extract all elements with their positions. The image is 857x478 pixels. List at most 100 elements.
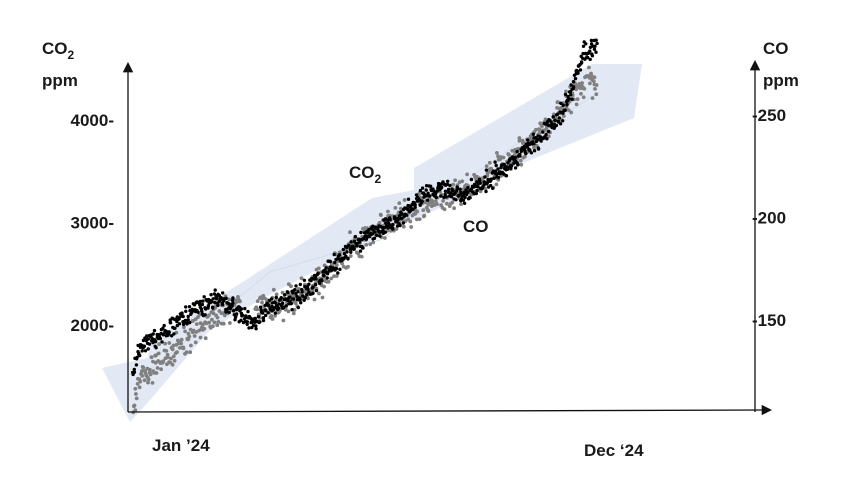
co-point [524,151,528,156]
co2-point [320,295,325,300]
right-tick-label: -200 [752,209,786,228]
co-point [439,194,443,198]
co2-point [142,378,147,383]
co-point [579,60,584,64]
co-point [391,222,395,227]
co-point [451,189,455,193]
co-point [134,363,139,367]
co2-point [187,334,192,339]
co-point [559,101,563,106]
co2-point [149,355,154,360]
co-point [586,55,590,60]
co2-point [236,295,240,299]
co2-point [465,172,469,177]
co2-point [517,138,522,143]
co-point [444,195,448,199]
co2-point [179,341,184,346]
co2-point [170,347,175,352]
co-point [418,188,423,193]
co-point [458,187,462,191]
co2-point [137,385,142,390]
co-point [284,304,288,308]
co-point [595,41,599,46]
co2-point [273,313,277,318]
co-point [474,191,478,196]
co-point [493,169,498,173]
co2-point [417,217,422,222]
co-point [568,90,573,94]
co-point [496,175,501,180]
co-point [413,205,417,210]
co2-point [293,301,298,306]
co-point [277,306,281,310]
co-point [227,310,231,315]
co-point [214,297,219,301]
co2-point [202,326,207,331]
co-point [539,139,543,143]
co-point [398,223,402,228]
co-point [466,186,470,190]
x-axis [127,404,773,416]
co-point [261,316,266,320]
co2-point [312,297,317,302]
right-axis-unit: ppm [763,71,799,90]
co2-point [175,350,179,355]
co2-point [377,221,382,225]
co-point [361,246,365,250]
co2-point [496,154,500,159]
co-point [352,245,356,249]
co-point [482,180,486,184]
co-point [296,305,300,310]
co-point [526,138,530,142]
co-point [468,196,472,200]
co2-point [592,75,597,80]
co-point [364,237,369,241]
co-point [200,302,205,307]
co2-point [495,151,499,155]
co-point [324,266,328,270]
co-point [513,166,518,170]
co-point [440,185,444,189]
co2-point [297,287,301,291]
co2-point [184,350,189,355]
co-point [258,320,262,324]
co-point [551,115,555,119]
co2-point [172,358,177,363]
co2-point [161,359,166,364]
co-point [231,301,235,305]
co-series [131,38,599,377]
co-point [446,187,451,192]
co-point [279,296,283,300]
co-point [347,243,351,248]
co-point [391,226,395,230]
co-point [203,313,207,317]
co-point [173,326,177,330]
co-point [177,322,182,326]
co-point [311,285,315,289]
co-point [221,291,225,295]
co-point [151,332,155,336]
co2-point [329,276,333,281]
co-point [567,97,571,101]
co-point [485,182,489,186]
co2-point [155,366,160,370]
co-point [180,311,184,315]
co-point [211,297,215,301]
co2-point [192,334,197,338]
co2-point [334,263,339,268]
co-point [311,291,315,295]
co2-point [537,127,542,132]
co-point [459,190,463,194]
co2-point [560,106,564,110]
co2-point [575,97,580,101]
co2-point [211,311,216,316]
right-axis-title: CO [763,39,789,58]
co-point [341,247,345,252]
co2-point [534,127,538,132]
co-point [186,318,190,322]
left-axis-title: CO2 [42,39,75,62]
co2-point [435,202,439,207]
co-point [258,305,263,309]
co-point [424,184,429,188]
co-point [525,144,530,149]
